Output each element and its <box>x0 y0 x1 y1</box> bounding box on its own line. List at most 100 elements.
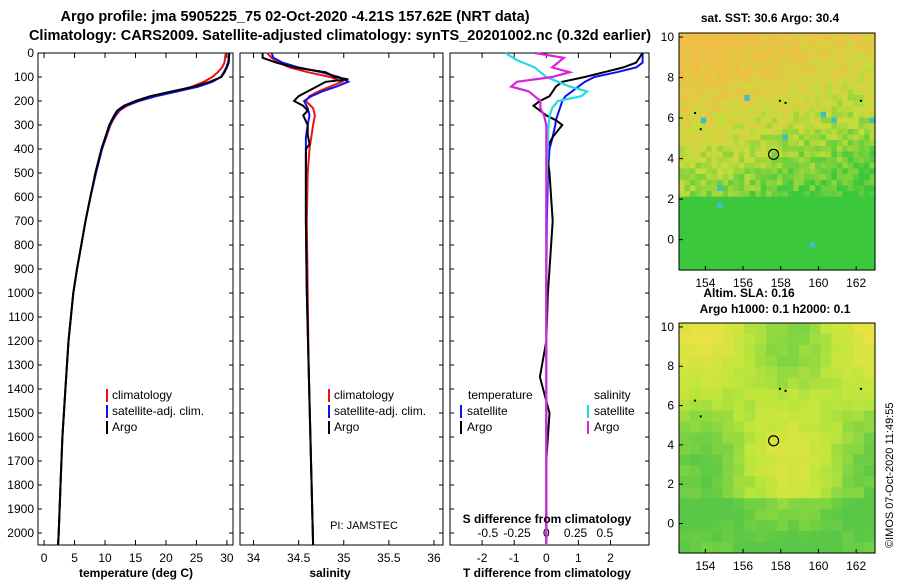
map-cell <box>738 168 745 175</box>
map-cell <box>809 61 816 68</box>
map-cell <box>744 100 751 107</box>
map-x-tick-label: 158 <box>771 276 791 290</box>
map-cell <box>700 38 707 45</box>
map-cell <box>858 49 865 57</box>
map-cell <box>787 236 794 243</box>
map-cell <box>787 421 800 434</box>
map-cell <box>869 78 876 85</box>
map-cell <box>847 145 854 153</box>
x-tick-label: 5 <box>71 551 78 565</box>
map-cell <box>711 145 718 153</box>
map-cell <box>820 179 827 186</box>
map-cell <box>722 366 735 379</box>
map-cell <box>684 196 691 203</box>
map-cell <box>689 202 696 209</box>
map-cell <box>700 410 713 423</box>
map-cell <box>804 95 811 102</box>
map-cell <box>744 72 751 79</box>
map-cell <box>836 219 843 226</box>
map-cell <box>853 196 860 203</box>
map-cell <box>842 66 849 74</box>
map-cell <box>695 191 702 198</box>
map-cell <box>728 78 735 85</box>
map-cell <box>679 355 691 368</box>
map-cell <box>787 207 794 215</box>
map-cell <box>809 520 822 532</box>
map-cell <box>738 128 745 136</box>
map-cell <box>864 106 871 113</box>
map-cell <box>826 106 833 113</box>
map-cell <box>766 123 773 130</box>
map-cell <box>744 207 751 215</box>
map-cell <box>777 83 784 91</box>
map-cell <box>831 83 838 91</box>
map-cell <box>749 258 756 265</box>
map-cell <box>722 140 729 147</box>
map-cell <box>771 106 778 113</box>
map-cell <box>722 230 729 237</box>
map-cell <box>689 355 702 368</box>
map-cell <box>782 168 789 175</box>
map-cell <box>744 454 756 466</box>
map-cell <box>760 38 767 45</box>
map-cell <box>777 112 784 119</box>
map-cell <box>755 106 762 113</box>
map-cell <box>826 128 833 136</box>
map-cell <box>831 128 838 136</box>
x-tick-label: 34.5 <box>287 551 311 565</box>
map-cell <box>760 55 767 62</box>
map-cell <box>804 106 811 113</box>
map-cell <box>717 207 724 215</box>
map-cell <box>755 465 767 477</box>
map-cell <box>738 219 745 226</box>
x-tick-label: 34 <box>247 551 261 565</box>
map-cell <box>722 95 729 102</box>
map-cell <box>679 498 691 510</box>
map-cell <box>853 377 865 390</box>
map-cell <box>804 219 811 226</box>
map-cell <box>815 128 822 136</box>
map-cell <box>831 78 838 85</box>
map-cell <box>869 179 876 186</box>
map-cell <box>679 443 691 456</box>
map-cell <box>679 49 686 57</box>
map-cell <box>842 344 854 357</box>
map-cell <box>728 89 735 96</box>
map-cell <box>842 443 854 456</box>
map-cell <box>749 145 756 153</box>
map-cell <box>798 185 805 192</box>
map-cell <box>842 258 849 265</box>
map-cell <box>782 207 789 215</box>
map-cell <box>853 123 860 130</box>
map-cell <box>749 185 756 192</box>
map-cell <box>842 207 849 215</box>
map-cell <box>728 258 735 265</box>
map-cell <box>782 38 789 45</box>
map-cell <box>744 174 751 181</box>
map-cell <box>738 61 745 68</box>
map-cell <box>711 258 718 265</box>
map-cell <box>760 117 767 124</box>
map-cell <box>826 61 833 68</box>
map-x-tick-label: 162 <box>846 559 866 573</box>
map-cell <box>820 531 833 543</box>
map-cell <box>711 162 718 170</box>
legend-title-salinity: salinity <box>594 388 631 402</box>
map-cell <box>787 241 794 249</box>
map-cell <box>766 33 773 40</box>
map-cell <box>766 61 773 68</box>
map-cell <box>760 95 767 102</box>
map-cell <box>695 128 702 136</box>
map-cell <box>695 83 702 91</box>
map-cell <box>869 157 876 164</box>
map-cell <box>787 509 800 521</box>
map-cell <box>798 399 811 412</box>
map-cell <box>755 89 762 96</box>
map-cell <box>853 106 860 113</box>
map-cell <box>728 140 735 147</box>
map-cell <box>858 100 865 107</box>
map-cell <box>853 49 860 57</box>
map-cell <box>858 44 865 51</box>
map-cell <box>755 49 762 57</box>
map-cell <box>787 487 800 499</box>
